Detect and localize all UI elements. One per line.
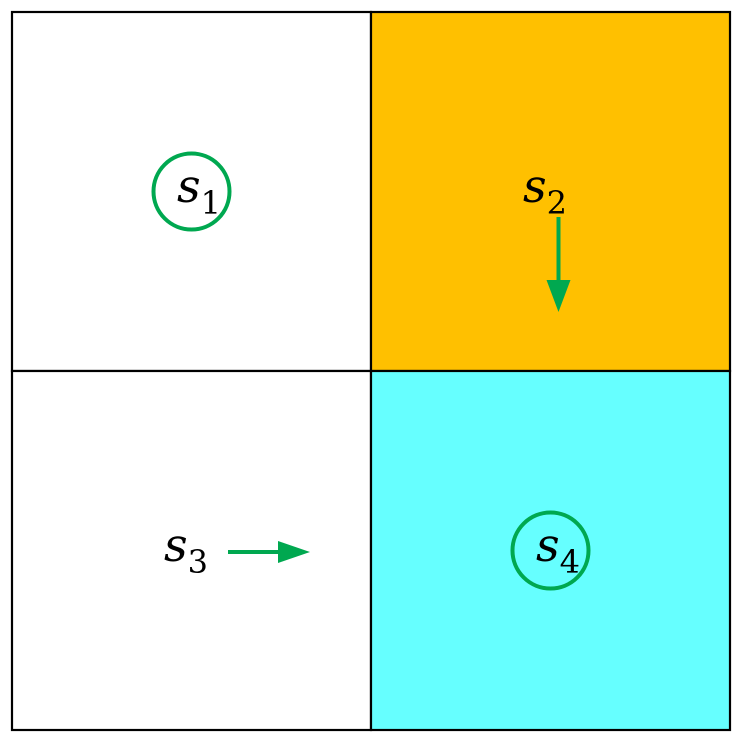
- grid-cell-s2: [369, 10, 732, 373]
- state-label-subscript: 2: [547, 184, 567, 222]
- grid-cell-s1: [10, 10, 373, 373]
- state-label-subscript: 4: [560, 543, 580, 581]
- state-label-base: s: [523, 159, 547, 213]
- action-arrow-down-head: [546, 280, 571, 312]
- state-label-base: s: [164, 518, 188, 572]
- state-label-subscript: 3: [188, 543, 208, 581]
- state-marker-circle-s1: [151, 151, 232, 232]
- state-label-base: s: [177, 159, 201, 213]
- state-label-s4: s4: [536, 518, 580, 581]
- grid-cell-s4: [369, 369, 732, 732]
- grid-cell-s3: [10, 369, 373, 732]
- state-label-base: s: [536, 518, 560, 572]
- action-arrow-right-head: [278, 541, 310, 563]
- state-marker-circle-s4: [510, 510, 591, 591]
- state-label-s1: s1: [177, 159, 221, 222]
- state-label-s2: s2: [523, 159, 567, 222]
- state-label-subscript: 1: [201, 184, 221, 222]
- state-label-s3: s3: [164, 518, 208, 581]
